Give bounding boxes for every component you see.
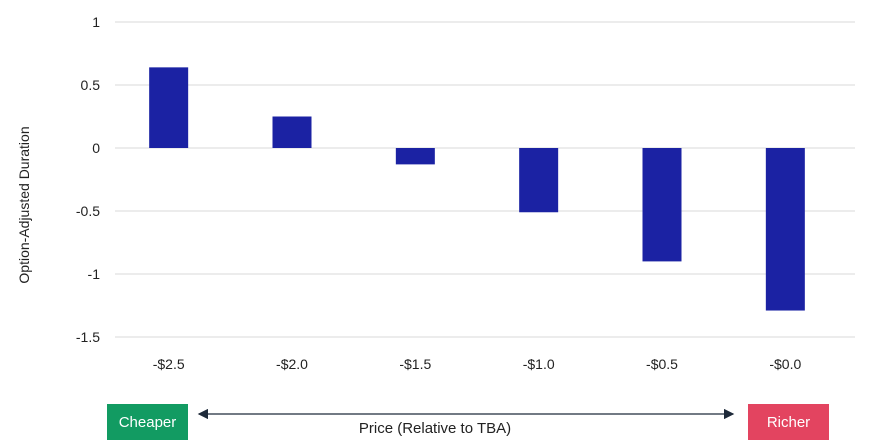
x-tick-label: -$2.5 [153, 356, 185, 372]
bar-2 [395, 148, 435, 165]
y-tick-label: 0.5 [81, 77, 101, 93]
x-tick-label: -$2.0 [276, 356, 308, 372]
x-tick-label: -$1.0 [523, 356, 555, 372]
cheaper-badge: Cheaper [107, 404, 188, 440]
bar-4 [642, 148, 682, 262]
x-tick-label: -$0.0 [769, 356, 801, 372]
bar-0 [149, 67, 189, 148]
y-tick-label: -1 [88, 266, 101, 282]
x-tick-label: -$0.5 [646, 356, 678, 372]
y-tick-label: 0 [92, 140, 100, 156]
bar-5 [765, 148, 805, 311]
y-tick-label: -1.5 [76, 329, 100, 345]
y-tick-label: 1 [92, 14, 100, 30]
bar-3 [519, 148, 559, 213]
x-tick-label: -$1.5 [399, 356, 431, 372]
bar-1 [272, 116, 312, 148]
y-axis-label: Option-Adjusted Duration [16, 126, 32, 283]
y-tick-label: -0.5 [76, 203, 100, 219]
richer-badge: Richer [748, 404, 829, 440]
x-axis-label: Price (Relative to TBA) [358, 420, 512, 437]
